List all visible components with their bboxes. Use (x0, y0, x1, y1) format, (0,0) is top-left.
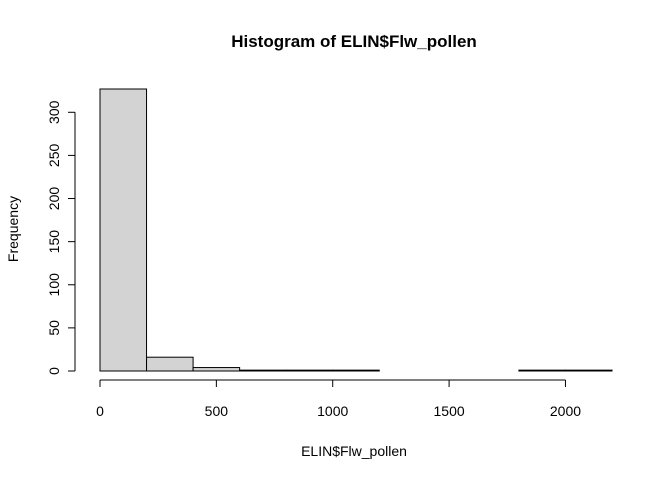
histogram-bar (285, 369, 334, 372)
y-axis-title: Frequency (5, 196, 21, 262)
y-tick-label: 250 (46, 144, 62, 168)
histogram-bar (518, 369, 566, 372)
y-tick-label: 50 (46, 320, 62, 336)
x-tick-label: 1500 (434, 403, 465, 419)
x-axis-title: ELIN$Flw_pollen (301, 443, 407, 459)
y-axis: 0 50 100 150 200 250 300 (46, 100, 76, 375)
x-tick-label: 500 (205, 403, 229, 419)
chart-title: Histogram of ELIN$Flw_pollen (231, 32, 477, 51)
y-tick-label: 200 (46, 187, 62, 211)
x-tick-label: 2000 (550, 403, 581, 419)
histogram-bar (239, 369, 287, 372)
histogram-bar (332, 369, 380, 372)
histogram-bar (146, 356, 194, 372)
x-axis: 0 500 1000 1500 2000 (96, 379, 581, 419)
x-tick-label: 0 (96, 403, 104, 419)
y-tick-label: 300 (46, 100, 62, 124)
y-tick-label: 0 (46, 367, 62, 375)
histogram-bars (99, 88, 613, 372)
histogram-bar (564, 369, 613, 372)
histogram-bar (192, 367, 241, 372)
y-tick-label: 150 (46, 230, 62, 254)
x-tick-label: 1000 (317, 403, 348, 419)
histogram-bar (99, 88, 148, 372)
y-tick-label: 100 (46, 273, 62, 297)
